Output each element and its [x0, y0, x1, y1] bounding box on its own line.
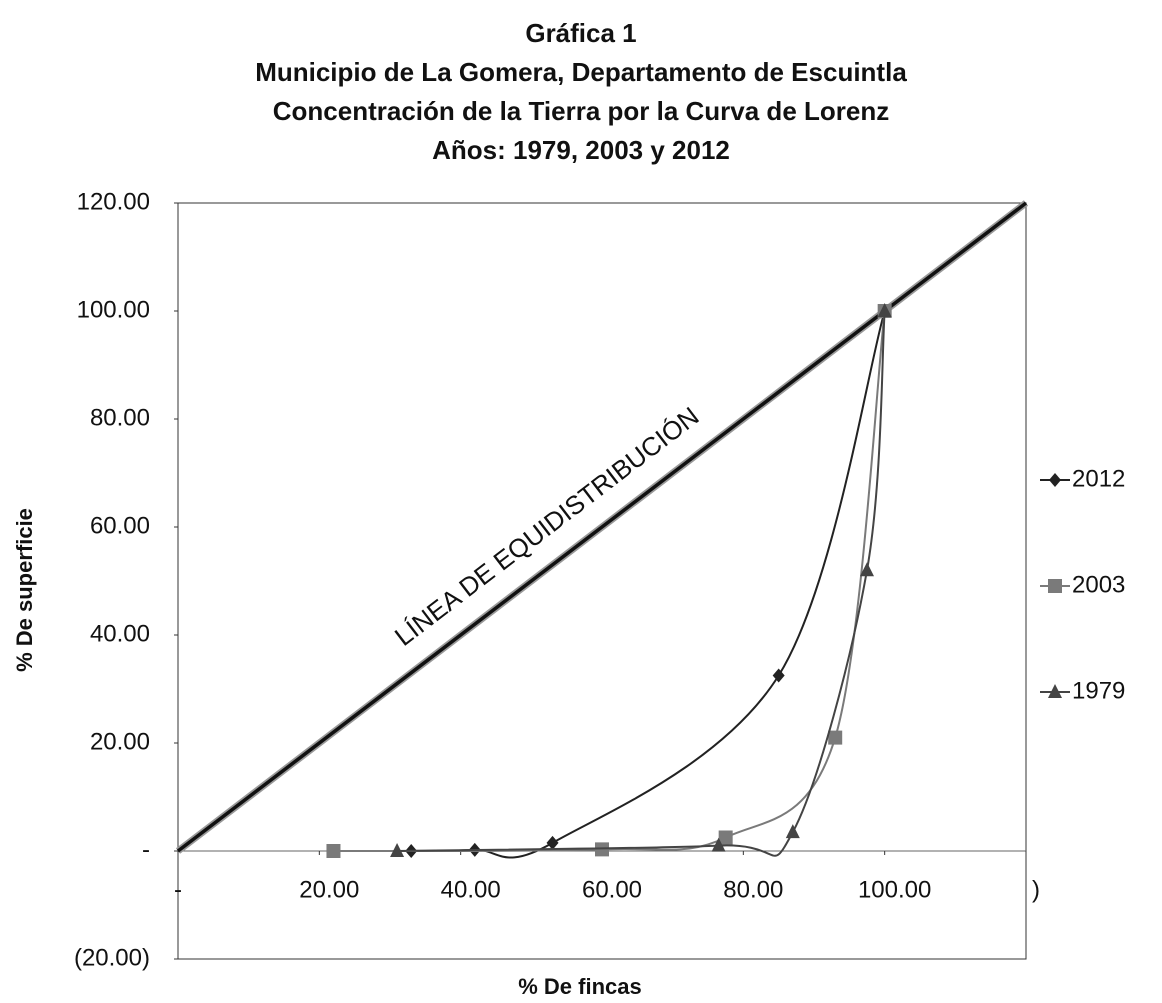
x-tick-label: 20.00 [299, 876, 359, 903]
y-tick-label: 100.00 [77, 296, 150, 323]
x-axis-label: % De fincas [518, 974, 642, 999]
y-tick-label: 40.00 [90, 620, 150, 647]
y-tick-label: 80.00 [90, 404, 150, 431]
legend-label: 2003 [1072, 571, 1125, 598]
marker [860, 562, 874, 577]
marker [546, 835, 559, 850]
marker [390, 843, 405, 857]
legend-marker [1048, 579, 1062, 593]
x-tick-label: - [174, 876, 182, 903]
series-line [397, 310, 886, 857]
x-tick-label: 60.00 [582, 876, 642, 903]
legend-label: 2012 [1072, 465, 1125, 492]
legend-marker [1049, 473, 1061, 487]
chart-title: Concentración de la Tierra por la Curva … [273, 96, 889, 126]
chart-title: Gráfica 1 [525, 18, 636, 48]
marker [718, 830, 733, 845]
marker [877, 303, 892, 317]
y-tick-label: 60.00 [90, 512, 150, 539]
marker [711, 837, 726, 852]
plot-frame [177, 202, 1027, 960]
chart-title: Años: 1979, 2003 y 2012 [432, 135, 730, 165]
y-axis-label: % De superficie [12, 508, 37, 672]
x-tick-label: 100.00 [858, 876, 931, 903]
equidistribution-label: LÍNEA DE EQUIDISTRIBUCIÓN [389, 401, 705, 652]
legend-marker [1048, 684, 1062, 698]
legend-label: 1979 [1072, 677, 1125, 704]
y-tick-label: - [142, 836, 150, 863]
marker [772, 668, 785, 683]
y-tick-label: 120.00 [77, 188, 150, 215]
marker [326, 844, 341, 858]
y-tick-label: 20.00 [90, 728, 150, 755]
x-tick-label: 80.00 [723, 876, 783, 903]
x-tick-label: ) [1032, 876, 1040, 903]
series-line [333, 310, 886, 852]
chart-title: Municipio de La Gomera, Departamento de … [255, 57, 907, 87]
marker [828, 730, 843, 745]
x-tick-label: 40.00 [441, 876, 501, 903]
equidistribution-line [176, 201, 1028, 853]
y-tick-label: (20.00) [74, 944, 150, 971]
marker [785, 824, 800, 839]
